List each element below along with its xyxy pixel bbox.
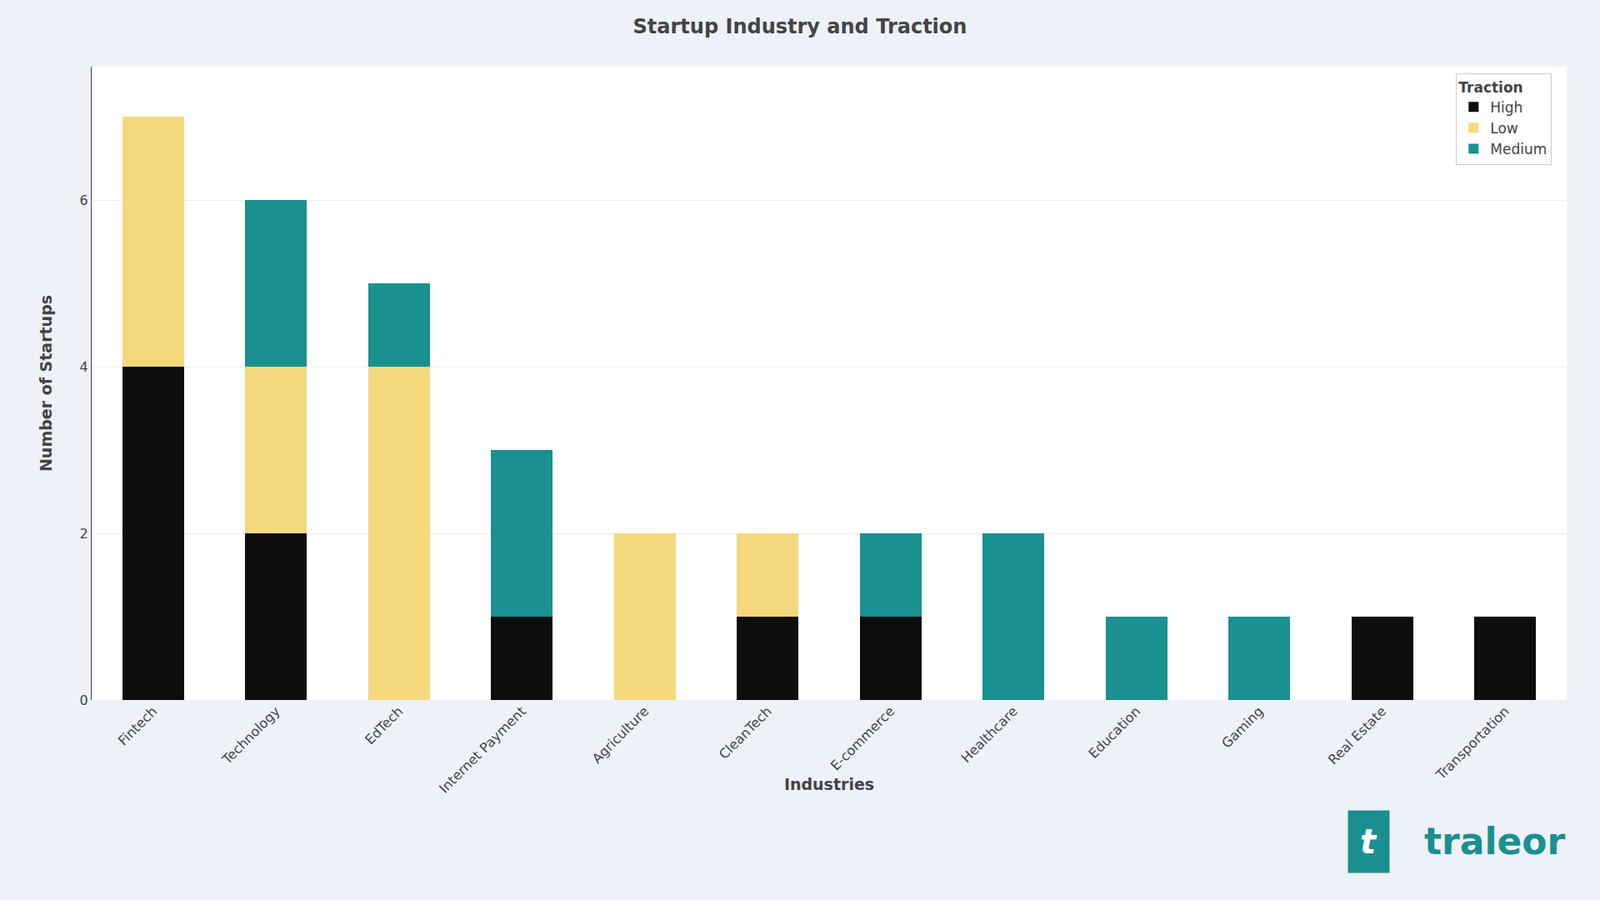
svg-text:Medium: Medium	[1490, 140, 1547, 158]
svg-text:Transportation: Transportation	[1432, 703, 1513, 784]
svg-text:CleanTech: CleanTech	[715, 703, 775, 763]
svg-text:traleor: traleor	[1424, 820, 1566, 863]
svg-text:High: High	[1490, 99, 1523, 116]
svg-text:Education: Education	[1085, 703, 1144, 762]
svg-text:Fintech: Fintech	[115, 703, 160, 749]
svg-text:Number of Startups: Number of Startups	[36, 295, 55, 472]
svg-text:Industries: Industries	[784, 775, 875, 794]
svg-text:Low: Low	[1490, 120, 1519, 137]
svg-text:Healthcare: Healthcare	[958, 703, 1021, 766]
svg-text:2: 2	[80, 525, 89, 542]
svg-text:Startup Industry and Traction: Startup Industry and Traction	[633, 15, 968, 39]
svg-text:6: 6	[80, 192, 89, 209]
svg-text:0: 0	[80, 692, 89, 709]
svg-text:Traction: Traction	[1458, 79, 1523, 96]
svg-text:Technology: Technology	[218, 703, 284, 769]
svg-text:Real Estate: Real Estate	[1325, 703, 1390, 768]
svg-text:Agriculture: Agriculture	[589, 703, 653, 767]
svg-text:t: t	[1360, 822, 1378, 861]
svg-text:Gaming: Gaming	[1218, 703, 1267, 752]
svg-text:4: 4	[80, 359, 89, 375]
svg-text:EdTech: EdTech	[361, 703, 406, 748]
svg-text:E-commerce: E-commerce	[827, 703, 898, 774]
svg-text:Internet Payment: Internet Payment	[435, 703, 529, 796]
